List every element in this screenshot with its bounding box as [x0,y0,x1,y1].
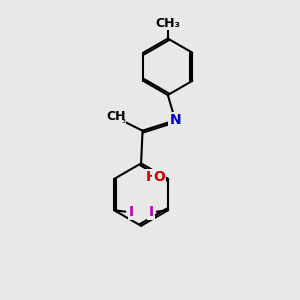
Text: ₃: ₃ [121,115,125,125]
Text: CH: CH [106,110,126,123]
Text: N: N [169,113,181,127]
Text: I: I [148,205,153,219]
Text: CH₃: CH₃ [155,16,180,30]
Text: H: H [146,170,157,184]
Text: I: I [129,205,134,219]
Text: O: O [153,170,165,184]
